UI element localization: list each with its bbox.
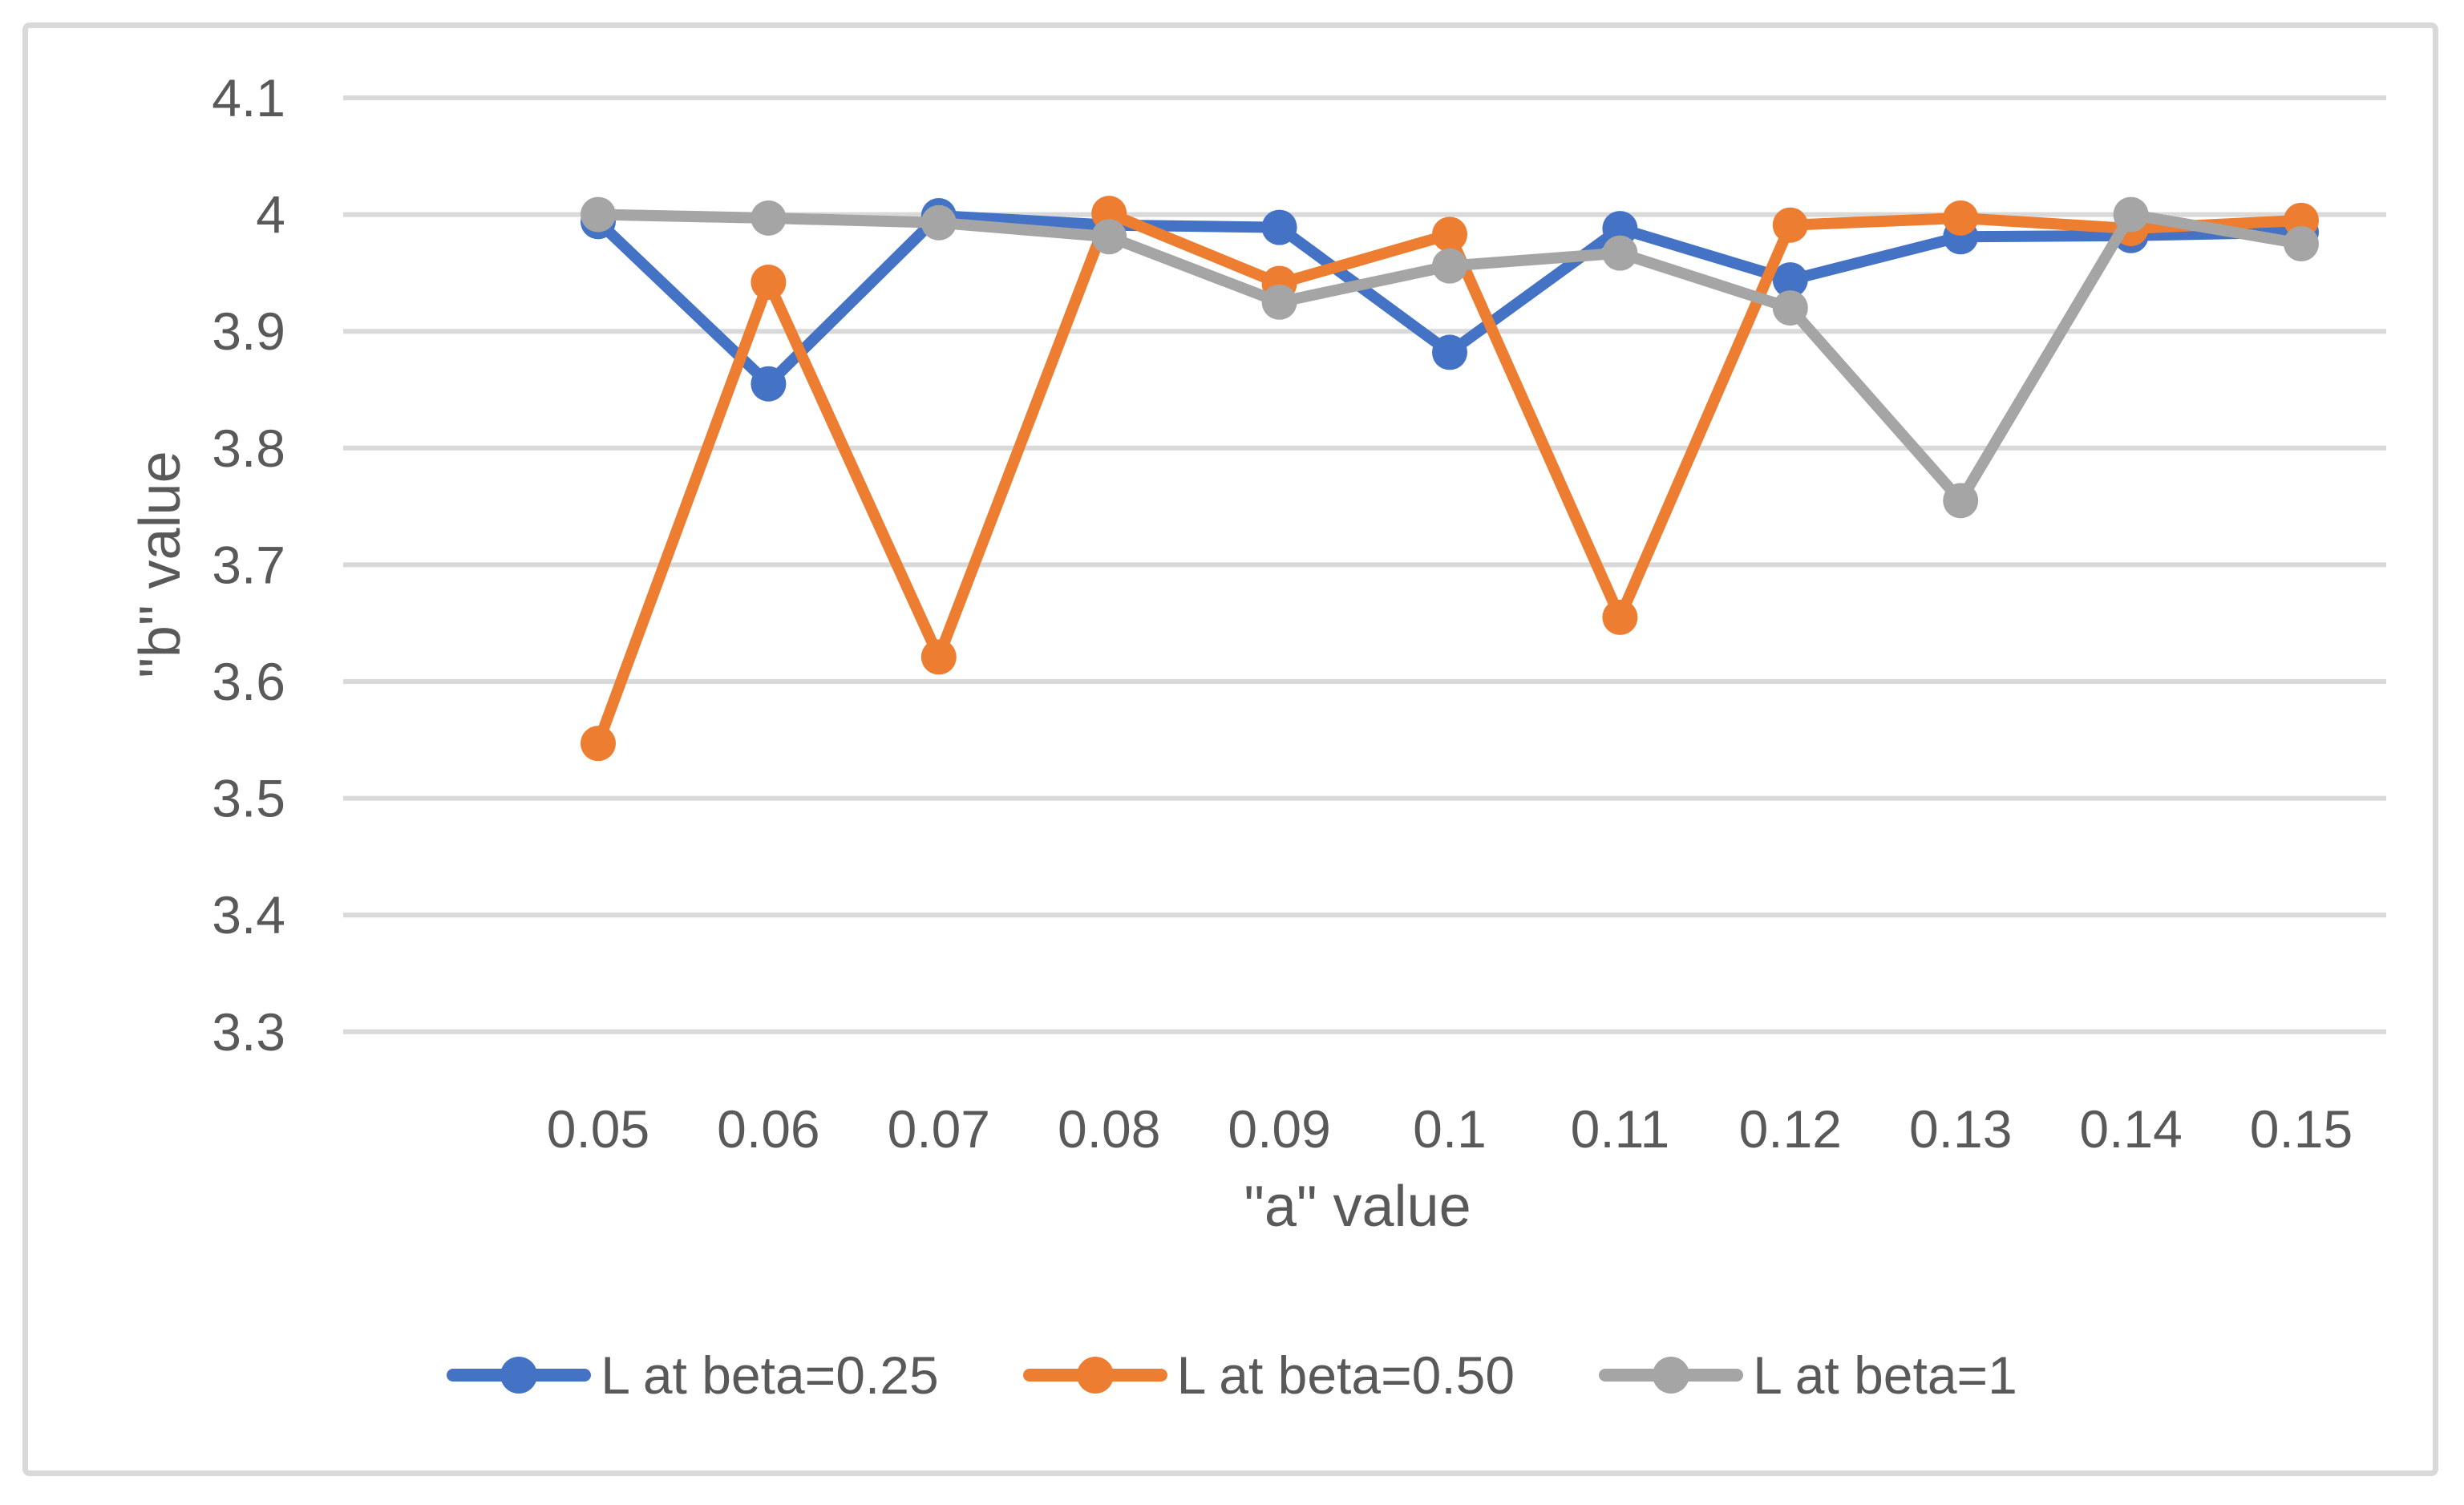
x-tick-label: 0.07 xyxy=(888,1099,990,1159)
data-point-marker xyxy=(920,204,957,241)
x-tick-label: 0.14 xyxy=(2079,1099,2182,1159)
legend: L at beta=0.25 L at beta=0.50 L at beta=… xyxy=(0,1337,2464,1413)
data-point-marker xyxy=(581,726,616,762)
axis-labels-layer: 4.1 4 3.9 3.8 3.7 3.6 3.5 3.4 3.3 0.05 0.06 0.07 0.0… xyxy=(212,68,2353,1159)
legend-item-beta-025: L at beta=0.25 xyxy=(447,1345,939,1405)
data-point-marker xyxy=(1432,216,1467,253)
data-point-marker xyxy=(1943,483,1979,519)
x-tick-label: 0.12 xyxy=(1739,1099,1842,1159)
x-tick-label: 0.09 xyxy=(1228,1099,1330,1159)
data-point-marker xyxy=(1091,219,1127,255)
legend-label: L at beta=0.25 xyxy=(601,1345,939,1405)
legend-line-marker-icon xyxy=(1599,1357,1744,1394)
x-tick-label: 0.06 xyxy=(717,1099,819,1159)
data-point-marker xyxy=(751,366,787,402)
data-point-marker xyxy=(1602,235,1638,271)
data-point-marker xyxy=(1432,334,1467,370)
data-point-marker xyxy=(1602,211,1638,247)
x-tick-label: 0.15 xyxy=(2250,1099,2353,1159)
x-tick-label: 0.13 xyxy=(1909,1099,2012,1159)
y-tick-label: 4 xyxy=(256,185,285,245)
legend-item-beta-050: L at beta=0.50 xyxy=(1022,1345,1515,1405)
y-tick-label: 3.7 xyxy=(212,535,285,594)
legend-label: L at beta=1 xyxy=(1753,1345,2017,1405)
y-tick-label: 3.9 xyxy=(212,301,285,361)
data-point-marker xyxy=(2284,226,2319,261)
data-point-marker xyxy=(1261,284,1297,320)
y-axis-title: "b" value xyxy=(128,451,192,678)
data-point-marker xyxy=(1772,262,1808,298)
data-point-marker xyxy=(751,200,787,236)
legend-line-marker-icon xyxy=(447,1357,592,1394)
legend-circle-icon xyxy=(1076,1357,1114,1394)
data-point-marker xyxy=(1261,209,1297,245)
y-tick-label: 3.6 xyxy=(212,652,285,711)
data-point-marker xyxy=(1772,290,1808,326)
data-point-marker xyxy=(581,196,616,233)
legend-circle-icon xyxy=(500,1357,538,1394)
y-tick-label: 3.8 xyxy=(212,419,285,478)
data-point-marker xyxy=(1432,248,1467,284)
x-tick-label: 0.11 xyxy=(1571,1099,1670,1159)
data-point-marker xyxy=(1943,200,1979,236)
x-tick-label: 0.1 xyxy=(1413,1099,1487,1159)
y-tick-label: 4.1 xyxy=(212,68,285,127)
series-layer xyxy=(581,196,2319,762)
data-point-marker xyxy=(2113,196,2149,233)
y-tick-label: 3.3 xyxy=(212,1002,285,1062)
x-tick-label: 0.08 xyxy=(1058,1099,1160,1159)
legend-item-beta-1: L at beta=1 xyxy=(1599,1349,2017,1402)
x-tick-label: 0.05 xyxy=(547,1099,649,1159)
legend-label: L at beta=0.50 xyxy=(1176,1345,1515,1405)
legend-line-marker-icon xyxy=(1022,1357,1167,1394)
data-point-marker xyxy=(751,265,787,301)
y-tick-label: 3.5 xyxy=(212,769,285,828)
x-axis-title: "a" value xyxy=(1244,1175,1471,1239)
data-point-marker xyxy=(920,639,957,675)
legend-circle-icon xyxy=(1653,1357,1690,1394)
data-point-marker xyxy=(1602,599,1638,635)
y-tick-label: 3.4 xyxy=(212,885,285,945)
gridlines-layer xyxy=(343,95,2386,1034)
data-point-marker xyxy=(1772,207,1808,243)
chart-border xyxy=(22,22,2438,1476)
